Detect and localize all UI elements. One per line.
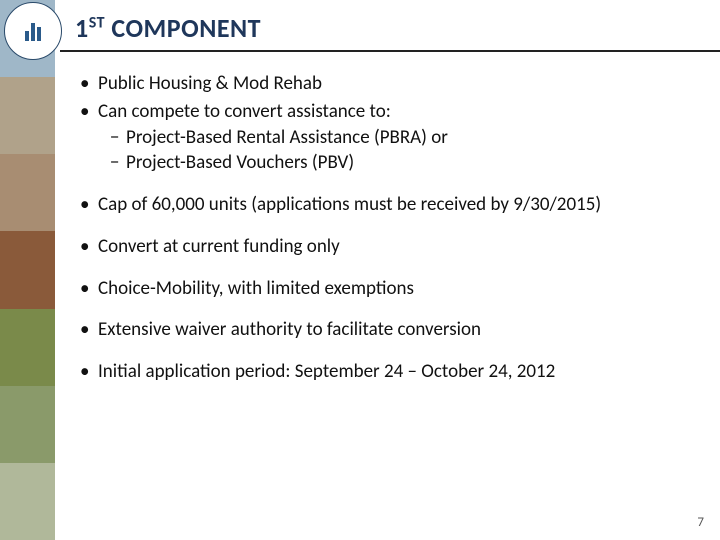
strip-segment — [0, 463, 55, 540]
bullet-item: Initial application period: September 24… — [80, 360, 690, 384]
hud-seal-icon — [4, 2, 62, 60]
bullet-list: Initial application period: September 24… — [80, 360, 690, 384]
bullet-list: Choice-Mobility, with limited exemptions — [80, 277, 690, 301]
title-wrap: 1ST COMPONENT — [75, 12, 700, 44]
strip-segment — [0, 154, 55, 231]
bullet-item: Can compete to convert assistance to: Pro… — [80, 100, 690, 175]
bullet-list: Extensive waiver authority to facilitate… — [80, 318, 690, 342]
bullet-item: Convert at current funding only — [80, 235, 690, 259]
strip-segment — [0, 386, 55, 463]
strip-segment — [0, 309, 55, 386]
bullet-text: Cap of 60,000 units (applications must b… — [98, 193, 601, 216]
bullet-list: Public Housing & Mod Rehab Can compete to… — [80, 72, 690, 175]
bullet-text: Can compete to convert assistance to: — [98, 100, 391, 123]
bullet-text: Convert at current funding only — [98, 235, 340, 258]
slide-body: Public Housing & Mod Rehab Can compete to… — [80, 72, 690, 402]
bullet-group: Public Housing & Mod Rehab Can compete to… — [80, 72, 690, 175]
slide-title: 1ST COMPONENT — [75, 12, 700, 44]
bullet-group: Extensive waiver authority to facilitate… — [80, 318, 690, 342]
bullet-group: Choice-Mobility, with limited exemptions — [80, 277, 690, 301]
bullet-item: Public Housing & Mod Rehab — [80, 72, 690, 96]
page-number: 7 — [697, 515, 704, 530]
bullet-group: Cap of 60,000 units (applications must b… — [80, 193, 690, 217]
title-rule — [60, 50, 720, 52]
left-image-strip — [0, 0, 55, 540]
bullet-group: Convert at current funding only — [80, 235, 690, 259]
bullet-group: Initial application period: September 24… — [80, 360, 690, 384]
bullet-text: Choice-Mobility, with limited exemptions — [98, 277, 414, 300]
bullet-list: Convert at current funding only — [80, 235, 690, 259]
bullet-text: Extensive waiver authority to facilitate… — [98, 318, 481, 341]
logo-bars — [25, 23, 41, 41]
bullet-text: Public Housing & Mod Rehab — [98, 72, 322, 95]
sub-bullet-item: Project-Based Rental Assistance (PBRA) o… — [110, 126, 690, 150]
strip-segment — [0, 231, 55, 308]
logo-inner — [25, 21, 41, 41]
slide: 1ST COMPONENT Public Housing & Mod Rehab… — [0, 0, 720, 540]
bullet-item: Choice-Mobility, with limited exemptions — [80, 277, 690, 301]
sub-bullet-list: Project-Based Rental Assistance (PBRA) o… — [110, 126, 690, 176]
bullet-list: Cap of 60,000 units (applications must b… — [80, 193, 690, 217]
bullet-item: Extensive waiver authority to facilitate… — [80, 318, 690, 342]
bullet-item: Cap of 60,000 units (applications must b… — [80, 193, 690, 217]
sub-bullet-item: Project-Based Vouchers (PBV) — [110, 151, 690, 175]
strip-segment — [0, 77, 55, 154]
bullet-text: Initial application period: September 24… — [98, 360, 555, 383]
